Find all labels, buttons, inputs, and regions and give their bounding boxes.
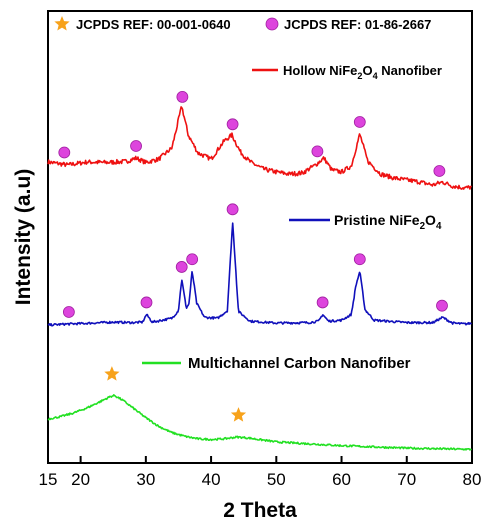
circle-marker xyxy=(433,165,446,177)
x-tick-label-40: 40 xyxy=(202,470,221,489)
x-axis-title: 2 Theta xyxy=(223,499,297,521)
x-tick-label-15: 15 xyxy=(39,470,58,489)
circle-marker xyxy=(226,203,239,216)
y-axis-title: Intensity (a.u) xyxy=(12,169,35,306)
circle-marker xyxy=(353,116,366,128)
x-tick-label-60: 60 xyxy=(332,470,351,489)
legend-star-icon xyxy=(54,16,70,31)
circle-marker xyxy=(436,299,448,312)
circle-marker xyxy=(62,306,75,318)
star-marker xyxy=(104,366,120,381)
x-tick-label-80: 80 xyxy=(463,470,482,489)
series-label-0: Hollow NiFe2O4 Nanofiber xyxy=(283,63,442,81)
circle-marker xyxy=(140,296,153,309)
legend-label-star: JCPDS REF: 00-001-0640 xyxy=(76,17,231,32)
series-labels: Hollow NiFe2O4 Nanofiber Pristine NiFe2O4… xyxy=(142,63,442,372)
plot-frame xyxy=(47,10,473,464)
x-tick-label-30: 30 xyxy=(136,470,155,489)
x-tick-label-20: 20 xyxy=(71,470,90,489)
circle-marker xyxy=(226,118,239,131)
circle-marker xyxy=(316,296,329,309)
circle-marker xyxy=(186,253,199,266)
series-label-1: Pristine NiFe2O4 xyxy=(334,212,442,232)
series-line-0 xyxy=(47,106,472,190)
series-line-2 xyxy=(47,393,472,451)
x-axis-ticks: 15 20 30 40 50 60 70 80 xyxy=(39,456,482,489)
x-tick-label-70: 70 xyxy=(397,470,416,489)
circle-marker xyxy=(58,146,71,159)
circle-marker xyxy=(175,261,188,273)
series-line-1 xyxy=(47,222,472,327)
legend-circle-icon xyxy=(265,17,279,31)
circle-marker xyxy=(311,145,324,158)
circle-marker xyxy=(353,253,366,266)
series-label-2: Multichannel Carbon Nanofiber xyxy=(188,355,411,372)
legend-label-circle: JCPDS REF: 01-86-2667 xyxy=(284,17,431,32)
circle-marker xyxy=(176,91,189,103)
circle-marker xyxy=(130,140,142,152)
reference-legend: JCPDS REF: 00-001-0640 JCPDS REF: 01-86-2… xyxy=(76,17,431,32)
x-tick-label-50: 50 xyxy=(267,470,286,489)
star-marker xyxy=(230,407,247,422)
series-layer xyxy=(47,106,472,451)
marker-layer xyxy=(54,16,448,422)
